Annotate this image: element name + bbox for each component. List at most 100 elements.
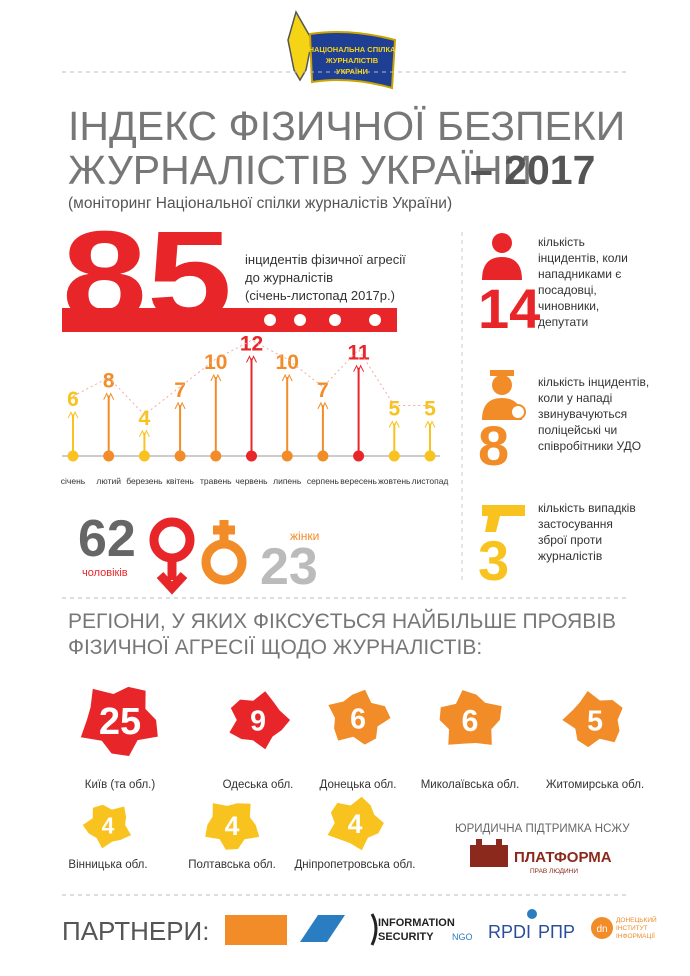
regions-title: ФІЗИЧНОЇ АГРЕСІЇ ЩОДО ЖУРНАЛІСТІВ: <box>68 636 482 659</box>
stat-value: 8 <box>478 414 509 477</box>
stat-text: застосування <box>538 517 613 531</box>
region-value: 9 <box>250 706 266 738</box>
partner-logos <box>225 909 613 946</box>
month-label: серпень <box>307 476 340 486</box>
partner-text: ІНСТИТУТ <box>616 925 648 932</box>
partner-text: NGO <box>452 932 473 942</box>
region-value: 5 <box>587 706 603 738</box>
month-dot <box>424 450 436 462</box>
partner-text: INFORMATION <box>378 917 455 929</box>
month-spark <box>353 364 365 373</box>
stat-text: коли у нападі <box>538 391 612 405</box>
gender-icons <box>149 517 247 595</box>
month-value: 10 <box>276 351 299 374</box>
month-dot <box>174 450 186 462</box>
total-text: (січень-листопад 2017р.) <box>245 288 395 303</box>
subtitle: (моніторинг Національної спілки журналіс… <box>68 195 452 212</box>
month-label: липень <box>273 476 302 486</box>
title: ЖУРНАЛІСТІВ УКРАЇНИ <box>68 147 532 193</box>
legal-title: ЮРИДИЧНА ПІДТРИМКА НСЖУ <box>455 823 630 835</box>
stat-text: поліцейські чи <box>538 423 617 437</box>
month-spark <box>246 355 257 363</box>
month-spark <box>174 401 186 410</box>
stat-text: нападниками є <box>538 267 621 281</box>
region-name: Полтавська обл. <box>188 859 276 871</box>
logo-text: УКРАЇНИ <box>336 67 368 76</box>
platform-logo <box>470 839 508 867</box>
total-value: 85 <box>62 205 232 348</box>
month-spark <box>281 373 293 382</box>
month-value: 5 <box>424 398 436 421</box>
legal-sub: ПРАВ ЛЮДИНИ <box>530 868 578 875</box>
month-dot <box>210 450 222 462</box>
stat-text: депутати <box>538 315 588 329</box>
men-value: 62 <box>78 510 136 568</box>
month-spark <box>103 392 115 400</box>
logo <box>287 10 397 90</box>
month-label: листопад <box>412 476 449 486</box>
partner-text: ДОНЕЦЬКИЙ <box>616 915 657 924</box>
partners-title: ПАРТНЕРИ: <box>62 916 209 946</box>
region-shape <box>80 686 158 756</box>
men-label: чоловіків <box>82 567 128 579</box>
month-spark <box>388 420 400 428</box>
stat-text: посадовці, <box>538 283 597 297</box>
partner-text: dn <box>596 924 607 935</box>
region-shape <box>205 803 260 850</box>
month-dot <box>246 450 257 462</box>
region-shape <box>562 691 623 748</box>
total-text: до журналістів <box>245 270 333 285</box>
total-bar <box>62 308 397 332</box>
stat-text: співробітники УДО <box>538 439 641 453</box>
region-name: Дніпропетровська обл. <box>295 859 416 871</box>
region-value: 4 <box>348 809 363 839</box>
month-label: березень <box>126 476 163 486</box>
region-shape <box>82 804 132 849</box>
region-shape <box>439 690 502 745</box>
region-name: Київ (та обл.) <box>85 779 156 791</box>
region-name: Одеська обл. <box>223 779 294 791</box>
month-label: жовтень <box>378 476 411 486</box>
month-dot <box>317 450 329 462</box>
month-label: січень <box>61 476 86 486</box>
region-shape <box>327 796 384 851</box>
month-value: 11 <box>347 342 370 365</box>
month-label: лютий <box>96 476 121 486</box>
region-name: Донецька обл. <box>320 779 397 791</box>
month-dot <box>388 450 400 462</box>
partner-text: RPDI <box>488 922 531 942</box>
region-value: 6 <box>462 704 479 738</box>
stat-text: звинувачуються <box>538 407 627 421</box>
month-dot <box>138 450 150 462</box>
women-label: жінки <box>290 529 319 543</box>
region-value: 25 <box>99 701 141 743</box>
stat-text: кількість інцидентів, <box>538 375 649 389</box>
logo-text: ЖУРНАЛІСТІВ <box>325 56 379 65</box>
title: ІНДЕКС ФІЗИЧНОЇ БЕЗПЕКИ <box>68 103 625 149</box>
region-name: Вінницька обл. <box>68 859 147 871</box>
month-dot <box>103 450 115 462</box>
month-spark <box>424 420 436 428</box>
region-shape <box>229 691 291 750</box>
month-dot <box>353 450 365 462</box>
region-value: 4 <box>102 812 115 838</box>
region-shape <box>328 689 391 745</box>
stat-value: 3 <box>478 529 509 592</box>
region-name: Житомирська обл. <box>546 779 644 791</box>
region-value: 6 <box>350 704 366 736</box>
stat-text: кількість випадків <box>538 501 636 515</box>
stat-text: інцидентів, коли <box>538 251 628 265</box>
stat-text: чиновники, <box>538 299 599 313</box>
month-spark <box>210 373 222 382</box>
partner-text: SECURITY <box>378 931 434 943</box>
total-text: інцидентів фізичної агресії <box>245 252 406 267</box>
region-value: 4 <box>225 811 240 841</box>
logo-text: НАЦІОНАЛЬНА СПІЛКА <box>309 45 396 54</box>
month-spark <box>317 401 329 410</box>
month-label: вересень <box>340 476 377 486</box>
total-icon <box>369 314 381 326</box>
month-value: 7 <box>317 379 329 402</box>
stat-text: кількість <box>538 235 585 249</box>
